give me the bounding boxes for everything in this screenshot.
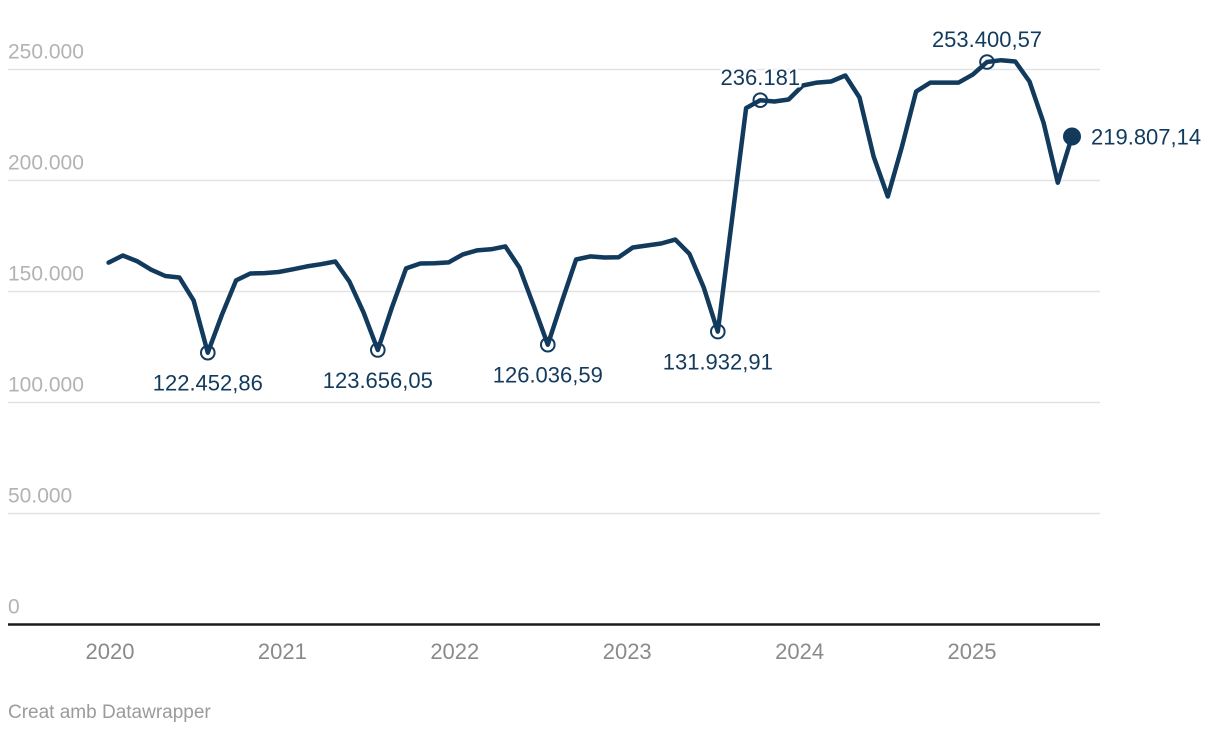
x-axis-tick-label: 2022 <box>430 639 479 664</box>
x-axis-tick-label: 2023 <box>603 639 652 664</box>
data-line <box>106 57 1075 355</box>
y-axis-tick-label: 250.000 <box>8 41 84 64</box>
data-point-label: 126.036,59 <box>493 363 603 388</box>
marker-open-circle <box>200 344 216 361</box>
data-point-label: 219.807,14 <box>1091 125 1201 150</box>
attribution-link[interactable]: Creat amb Datawrapper <box>8 702 211 723</box>
y-axis-tick-label: 50.000 <box>8 485 72 508</box>
data-point-label: 131.932,91 <box>663 350 773 375</box>
x-axis-tick-label: 2025 <box>948 639 997 664</box>
marker-open-circle <box>979 54 995 70</box>
marker-filled-dot <box>1063 127 1081 146</box>
marker-open-circle <box>540 336 556 353</box>
y-axis-tick-label: 150.000 <box>8 263 84 286</box>
marker-open-circle <box>752 92 769 108</box>
x-axis-tick-label: 2021 <box>258 639 307 664</box>
y-axis-tick-label: 0 <box>8 596 20 619</box>
data-point-label: 123.656,05 <box>323 368 433 393</box>
data-point-label: 122.452,86 <box>153 371 263 396</box>
marker-open-circle <box>370 342 386 358</box>
y-axis-tick-label: 100.000 <box>8 374 84 397</box>
marker-open-circle <box>710 323 726 340</box>
data-point-label: 236.181 <box>721 65 801 90</box>
data-point-label: 253.400,57 <box>932 27 1042 52</box>
y-axis-tick-label: 200.000 <box>8 152 84 175</box>
x-axis-tick-label: 2020 <box>86 639 135 664</box>
x-axis-tick-label: 2024 <box>775 639 824 664</box>
